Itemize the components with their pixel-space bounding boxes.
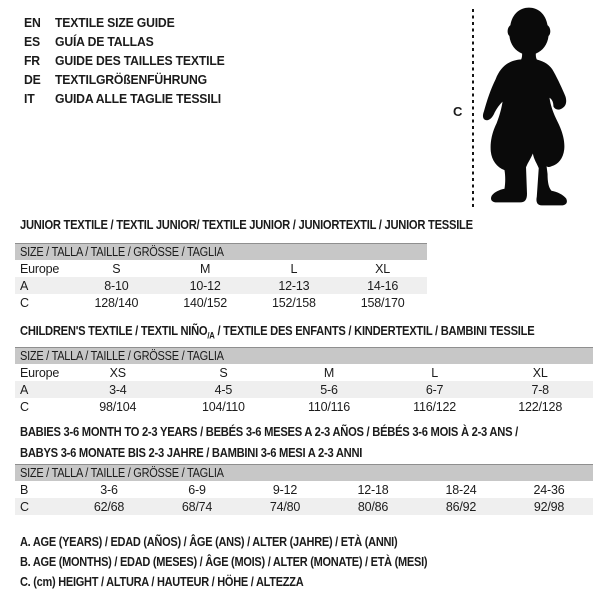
table-cell: 14-16 — [338, 277, 427, 294]
table-cell: 5-6 — [276, 381, 382, 398]
table-cell: L — [290, 261, 298, 276]
children-title-post: / TEXTILE DES ENFANTS / KINDERTEXTIL / B… — [214, 323, 535, 338]
lang-row-es: ES GUÍA DE TALLAS — [24, 32, 225, 51]
table-row-age: A 8-10 10-12 12-13 14-16 — [15, 277, 427, 294]
table-cell: 7-8 — [487, 381, 593, 398]
table-cell: 116/122 — [413, 399, 456, 414]
lang-code: EN — [24, 15, 41, 30]
table-row-height: C 98/104 104/110 110/116 116/122 122/128 — [15, 398, 593, 415]
babies-title-line2: BABYS 3-6 MONATE BIS 2-3 JAHRE / BAMBINI… — [20, 445, 363, 460]
table-cell: S — [112, 261, 121, 276]
table-cell: 92/98 — [505, 498, 593, 515]
table-cell: XL — [375, 261, 391, 276]
table-cell: 80/86 — [329, 498, 417, 515]
table-row-age-months: B 3-6 6-9 9-12 12-18 18-24 24-36 — [15, 481, 593, 498]
table-row-europe: Europe S M L XL — [15, 260, 427, 277]
table-cell: 140/152 — [183, 295, 228, 310]
table-cell: 98/104 — [99, 399, 137, 414]
babies-size-table: SIZE / TALLA / TAILLE / GRÖSSE / TAGLIA … — [15, 464, 593, 515]
size-header-bar: SIZE / TALLA / TAILLE / GRÖSSE / TAGLIA — [15, 347, 593, 364]
table-cell: 110/116 — [308, 399, 350, 414]
table-cell: 128/140 — [94, 295, 139, 310]
table-cell: XS — [109, 365, 126, 380]
row-label: Europe — [20, 261, 60, 276]
size-header-bar: SIZE / TALLA / TAILLE / GRÖSSE / TAGLIA — [15, 464, 593, 481]
table-cell: 12-18 — [357, 482, 389, 497]
table-row-europe: Europe XS S M L XL — [15, 364, 593, 381]
height-measure-line — [472, 9, 474, 208]
table-cell: 24-36 — [533, 482, 565, 497]
children-size-table: SIZE / TALLA / TAILLE / GRÖSSE / TAGLIA … — [15, 347, 593, 415]
lang-label: TEXTILE SIZE GUIDE — [55, 15, 175, 30]
lang-row-it: IT GUIDA ALLE TAGLIE TESSILI — [24, 89, 225, 108]
table-cell: 68/74 — [153, 498, 241, 515]
lang-code: ES — [24, 34, 40, 49]
table-cell: 62/68 — [65, 498, 153, 515]
table-cell: 4-5 — [170, 381, 277, 398]
table-cell: XL — [532, 365, 548, 380]
size-header-label: SIZE / TALLA / TAILLE / GRÖSSE / TAGLIA — [20, 466, 224, 480]
table-cell: 3-6 — [100, 482, 118, 497]
row-label: C — [15, 498, 65, 515]
table-cell: L — [431, 365, 438, 380]
lang-code: DE — [24, 72, 41, 87]
junior-table-title: JUNIOR TEXTILE / TEXTIL JUNIOR/ TEXTILE … — [20, 217, 473, 232]
table-cell: 86/92 — [417, 498, 505, 515]
table-cell: 104/110 — [201, 399, 245, 414]
row-label: C — [20, 399, 29, 414]
baby-silhouette-icon — [482, 7, 567, 206]
table-row-height: C 62/68 68/74 74/80 80/86 86/92 92/98 — [15, 498, 593, 515]
children-table-title: CHILDREN'S TEXTILE / TEXTIL NIÑO/A / TEX… — [20, 320, 535, 347]
table-cell: M — [200, 261, 211, 276]
row-label: C — [20, 295, 29, 310]
row-label: A — [15, 381, 65, 398]
lang-label: GUÍA DE TALLAS — [55, 34, 154, 49]
footnote-a: A. AGE (YEARS) / EDAD (AÑOS) / ÂGE (ANS)… — [20, 535, 398, 549]
size-header-row: SIZE / TALLA / TAILLE / GRÖSSE / TAGLIA — [15, 243, 427, 260]
height-measure-label: C — [453, 104, 463, 119]
footnote-c: C. (cm) HEIGHT / ALTURA / HAUTEUR / HÖHE… — [20, 575, 304, 589]
language-title-block: EN TEXTILE SIZE GUIDE ES GUÍA DE TALLAS … — [24, 13, 237, 108]
junior-size-table: SIZE / TALLA / TAILLE / GRÖSSE / TAGLIA … — [15, 243, 427, 311]
size-header-label: SIZE / TALLA / TAILLE / GRÖSSE / TAGLIA — [20, 245, 224, 259]
table-cell: 8-10 — [72, 277, 161, 294]
lang-label: TEXTILGRÖßENFÜHRUNG — [55, 72, 207, 87]
lang-code: FR — [24, 53, 40, 68]
lang-row-en: EN TEXTILE SIZE GUIDE — [24, 13, 225, 32]
babies-table-title: BABIES 3-6 MONTH TO 2-3 YEARS / BEBÉS 3-… — [20, 421, 518, 463]
table-cell: 74/80 — [241, 498, 329, 515]
table-cell: 12-13 — [249, 277, 339, 294]
footnotes-block: A. AGE (YEARS) / EDAD (AÑOS) / ÂGE (ANS)… — [20, 532, 483, 592]
lang-label: GUIDA ALLE TAGLIE TESSILI — [55, 91, 221, 106]
lang-row-fr: FR GUIDE DES TAILLES TEXTILE — [24, 51, 225, 70]
size-header-label: SIZE / TALLA / TAILLE / GRÖSSE / TAGLIA — [20, 349, 224, 363]
table-cell: 122/128 — [518, 399, 563, 414]
table-cell: M — [323, 365, 335, 380]
size-header-bar: SIZE / TALLA / TAILLE / GRÖSSE / TAGLIA — [15, 243, 427, 260]
table-row-age: A 3-4 4-5 5-6 6-7 7-8 — [15, 381, 593, 398]
table-cell: 152/158 — [271, 295, 316, 310]
children-title-sub: /A — [207, 330, 215, 341]
row-label: A — [15, 277, 72, 294]
row-label: Europe — [20, 365, 60, 380]
table-cell: 6-9 — [188, 482, 206, 497]
table-cell: S — [219, 365, 228, 380]
babies-title-line1: BABIES 3-6 MONTH TO 2-3 YEARS / BEBÉS 3-… — [20, 424, 518, 439]
table-cell: 3-4 — [65, 381, 171, 398]
table-cell: 10-12 — [160, 277, 250, 294]
table-cell: 6-7 — [381, 381, 488, 398]
table-cell: 18-24 — [445, 482, 477, 497]
size-header-row: SIZE / TALLA / TAILLE / GRÖSSE / TAGLIA — [15, 347, 593, 364]
lang-label: GUIDE DES TAILLES TEXTILE — [55, 53, 225, 68]
footnote-b: B. AGE (MONTHS) / EDAD (MESES) / ÂGE (MO… — [20, 555, 428, 569]
size-header-row: SIZE / TALLA / TAILLE / GRÖSSE / TAGLIA — [15, 464, 593, 481]
lang-code: IT — [24, 91, 35, 106]
lang-row-de: DE TEXTILGRÖßENFÜHRUNG — [24, 70, 225, 89]
table-row-height: C 128/140 140/152 152/158 158/170 — [15, 294, 427, 311]
table-cell: 158/170 — [360, 295, 405, 310]
children-title-pre: CHILDREN'S TEXTILE / TEXTIL NIÑO — [20, 323, 208, 338]
row-label: B — [20, 482, 29, 497]
table-cell: 9-12 — [272, 482, 298, 497]
